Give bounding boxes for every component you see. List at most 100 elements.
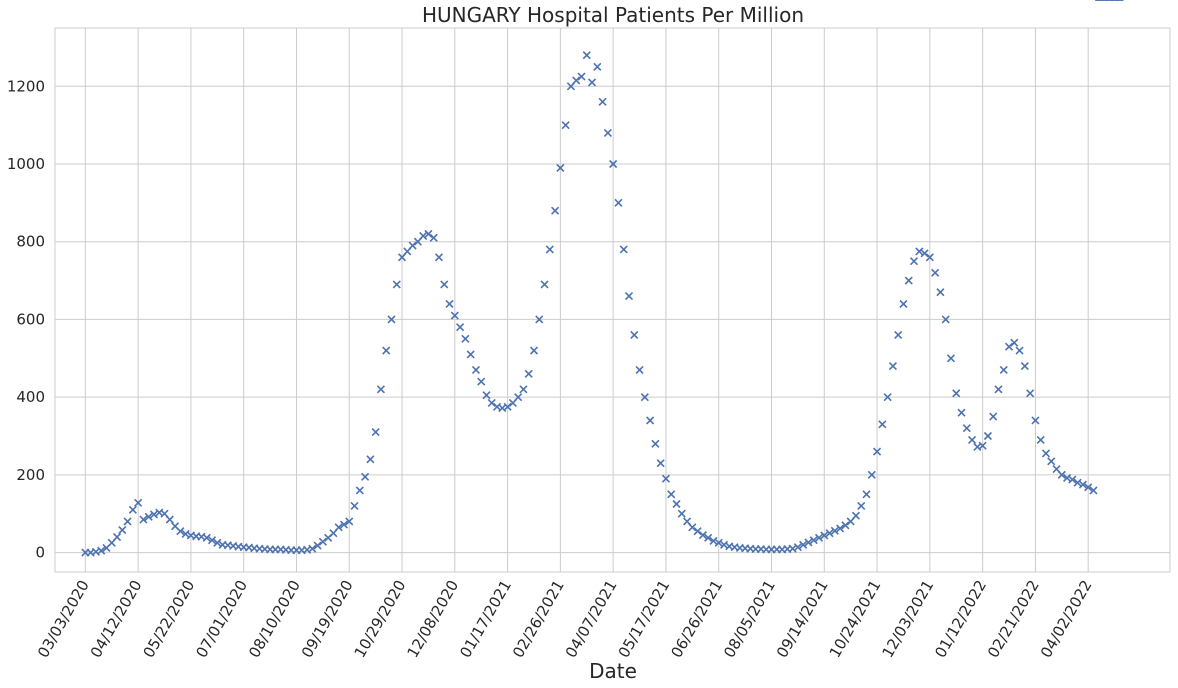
data-point bbox=[450, 311, 459, 320]
data-point bbox=[1084, 483, 1093, 492]
data-point bbox=[112, 532, 122, 542]
y-tick-label: 200 bbox=[16, 466, 45, 484]
data-point bbox=[688, 523, 697, 532]
x-tick-label: 01/12/2022 bbox=[931, 577, 990, 661]
x-tick-label: 09/19/2020 bbox=[298, 577, 357, 661]
data-point bbox=[630, 330, 639, 340]
data-point bbox=[925, 253, 934, 262]
data-point bbox=[836, 524, 845, 533]
x-axis-title: Date bbox=[589, 659, 637, 683]
data-point bbox=[318, 537, 327, 546]
data-point bbox=[598, 97, 607, 106]
data-point bbox=[461, 334, 470, 343]
data-point bbox=[672, 499, 681, 509]
data-point bbox=[477, 377, 486, 386]
x-tick-label: 04/07/2021 bbox=[562, 577, 621, 661]
data-point bbox=[371, 428, 380, 437]
data-point bbox=[820, 531, 829, 540]
x-tick-label: 08/05/2021 bbox=[720, 577, 779, 661]
data-point bbox=[646, 416, 655, 425]
data-point bbox=[419, 231, 428, 240]
data-point bbox=[556, 163, 565, 172]
data-point bbox=[1031, 416, 1040, 425]
data-point bbox=[714, 538, 723, 547]
data-point bbox=[149, 510, 159, 519]
data-point bbox=[387, 315, 396, 324]
data-point bbox=[862, 490, 871, 499]
data-point bbox=[841, 521, 850, 530]
data-point bbox=[946, 354, 956, 363]
data-point bbox=[968, 435, 977, 444]
data-point bbox=[931, 268, 940, 277]
data-point bbox=[456, 323, 465, 332]
data-point bbox=[867, 470, 876, 479]
data-point bbox=[904, 276, 913, 285]
data-point bbox=[709, 536, 718, 545]
data-point bbox=[308, 544, 317, 553]
data-point bbox=[1078, 480, 1087, 489]
data-point bbox=[635, 365, 644, 375]
x-tick-label: 04/12/2020 bbox=[87, 577, 146, 661]
x-tick-label: 05/17/2021 bbox=[615, 577, 674, 661]
grid bbox=[55, 28, 1170, 572]
data-point bbox=[97, 546, 106, 555]
data-point bbox=[529, 346, 539, 355]
y-tick-label: 400 bbox=[16, 388, 45, 406]
data-point bbox=[609, 159, 618, 169]
data-point bbox=[1026, 389, 1035, 398]
data-point bbox=[936, 288, 945, 297]
data-point bbox=[313, 541, 322, 550]
x-tick-label: 02/26/2021 bbox=[509, 577, 568, 661]
data-point bbox=[118, 525, 127, 535]
y-tick-label: 0 bbox=[35, 544, 45, 562]
data-point bbox=[619, 245, 628, 254]
data-point bbox=[909, 257, 919, 266]
y-tick-label: 800 bbox=[16, 233, 45, 251]
x-tick-label: 10/24/2021 bbox=[826, 577, 885, 661]
data-point bbox=[962, 424, 971, 433]
data-point bbox=[661, 474, 671, 483]
data-point bbox=[535, 315, 544, 324]
y-tick-label: 1200 bbox=[7, 77, 45, 95]
data-point bbox=[123, 517, 132, 526]
data-point bbox=[814, 533, 824, 542]
data-point bbox=[440, 280, 449, 289]
data-point bbox=[952, 389, 961, 398]
data-point bbox=[1068, 475, 1077, 484]
data-point bbox=[878, 420, 887, 429]
data-point bbox=[1057, 470, 1066, 479]
data-point bbox=[624, 292, 634, 301]
data-point bbox=[366, 455, 375, 464]
data-point bbox=[471, 365, 480, 375]
data-point bbox=[434, 253, 444, 262]
data-point bbox=[514, 393, 523, 402]
data-point bbox=[677, 509, 686, 518]
data-point bbox=[519, 385, 528, 394]
data-point bbox=[656, 459, 665, 468]
data-point bbox=[144, 512, 153, 521]
data-point bbox=[1089, 486, 1098, 495]
data-point bbox=[825, 529, 834, 538]
data-point bbox=[857, 501, 866, 511]
x-tick-label: 10/29/2020 bbox=[351, 577, 410, 661]
data-point bbox=[587, 78, 597, 87]
x-tick-label: 02/21/2022 bbox=[984, 577, 1043, 661]
data-point bbox=[361, 472, 370, 481]
data-point bbox=[899, 299, 908, 308]
data-point bbox=[883, 393, 892, 402]
y-tick-label: 600 bbox=[16, 310, 45, 328]
data-point bbox=[429, 233, 438, 242]
data-point bbox=[382, 346, 391, 355]
data-point bbox=[202, 533, 211, 542]
data-point bbox=[978, 441, 987, 450]
data-point bbox=[134, 498, 143, 507]
data-point bbox=[1036, 435, 1045, 444]
data-point bbox=[667, 490, 676, 499]
data-point bbox=[424, 229, 433, 239]
data-point bbox=[920, 249, 929, 258]
data-point bbox=[1073, 478, 1082, 487]
data-series bbox=[81, 0, 1124, 557]
data-point bbox=[487, 398, 496, 408]
data-point bbox=[165, 515, 174, 524]
